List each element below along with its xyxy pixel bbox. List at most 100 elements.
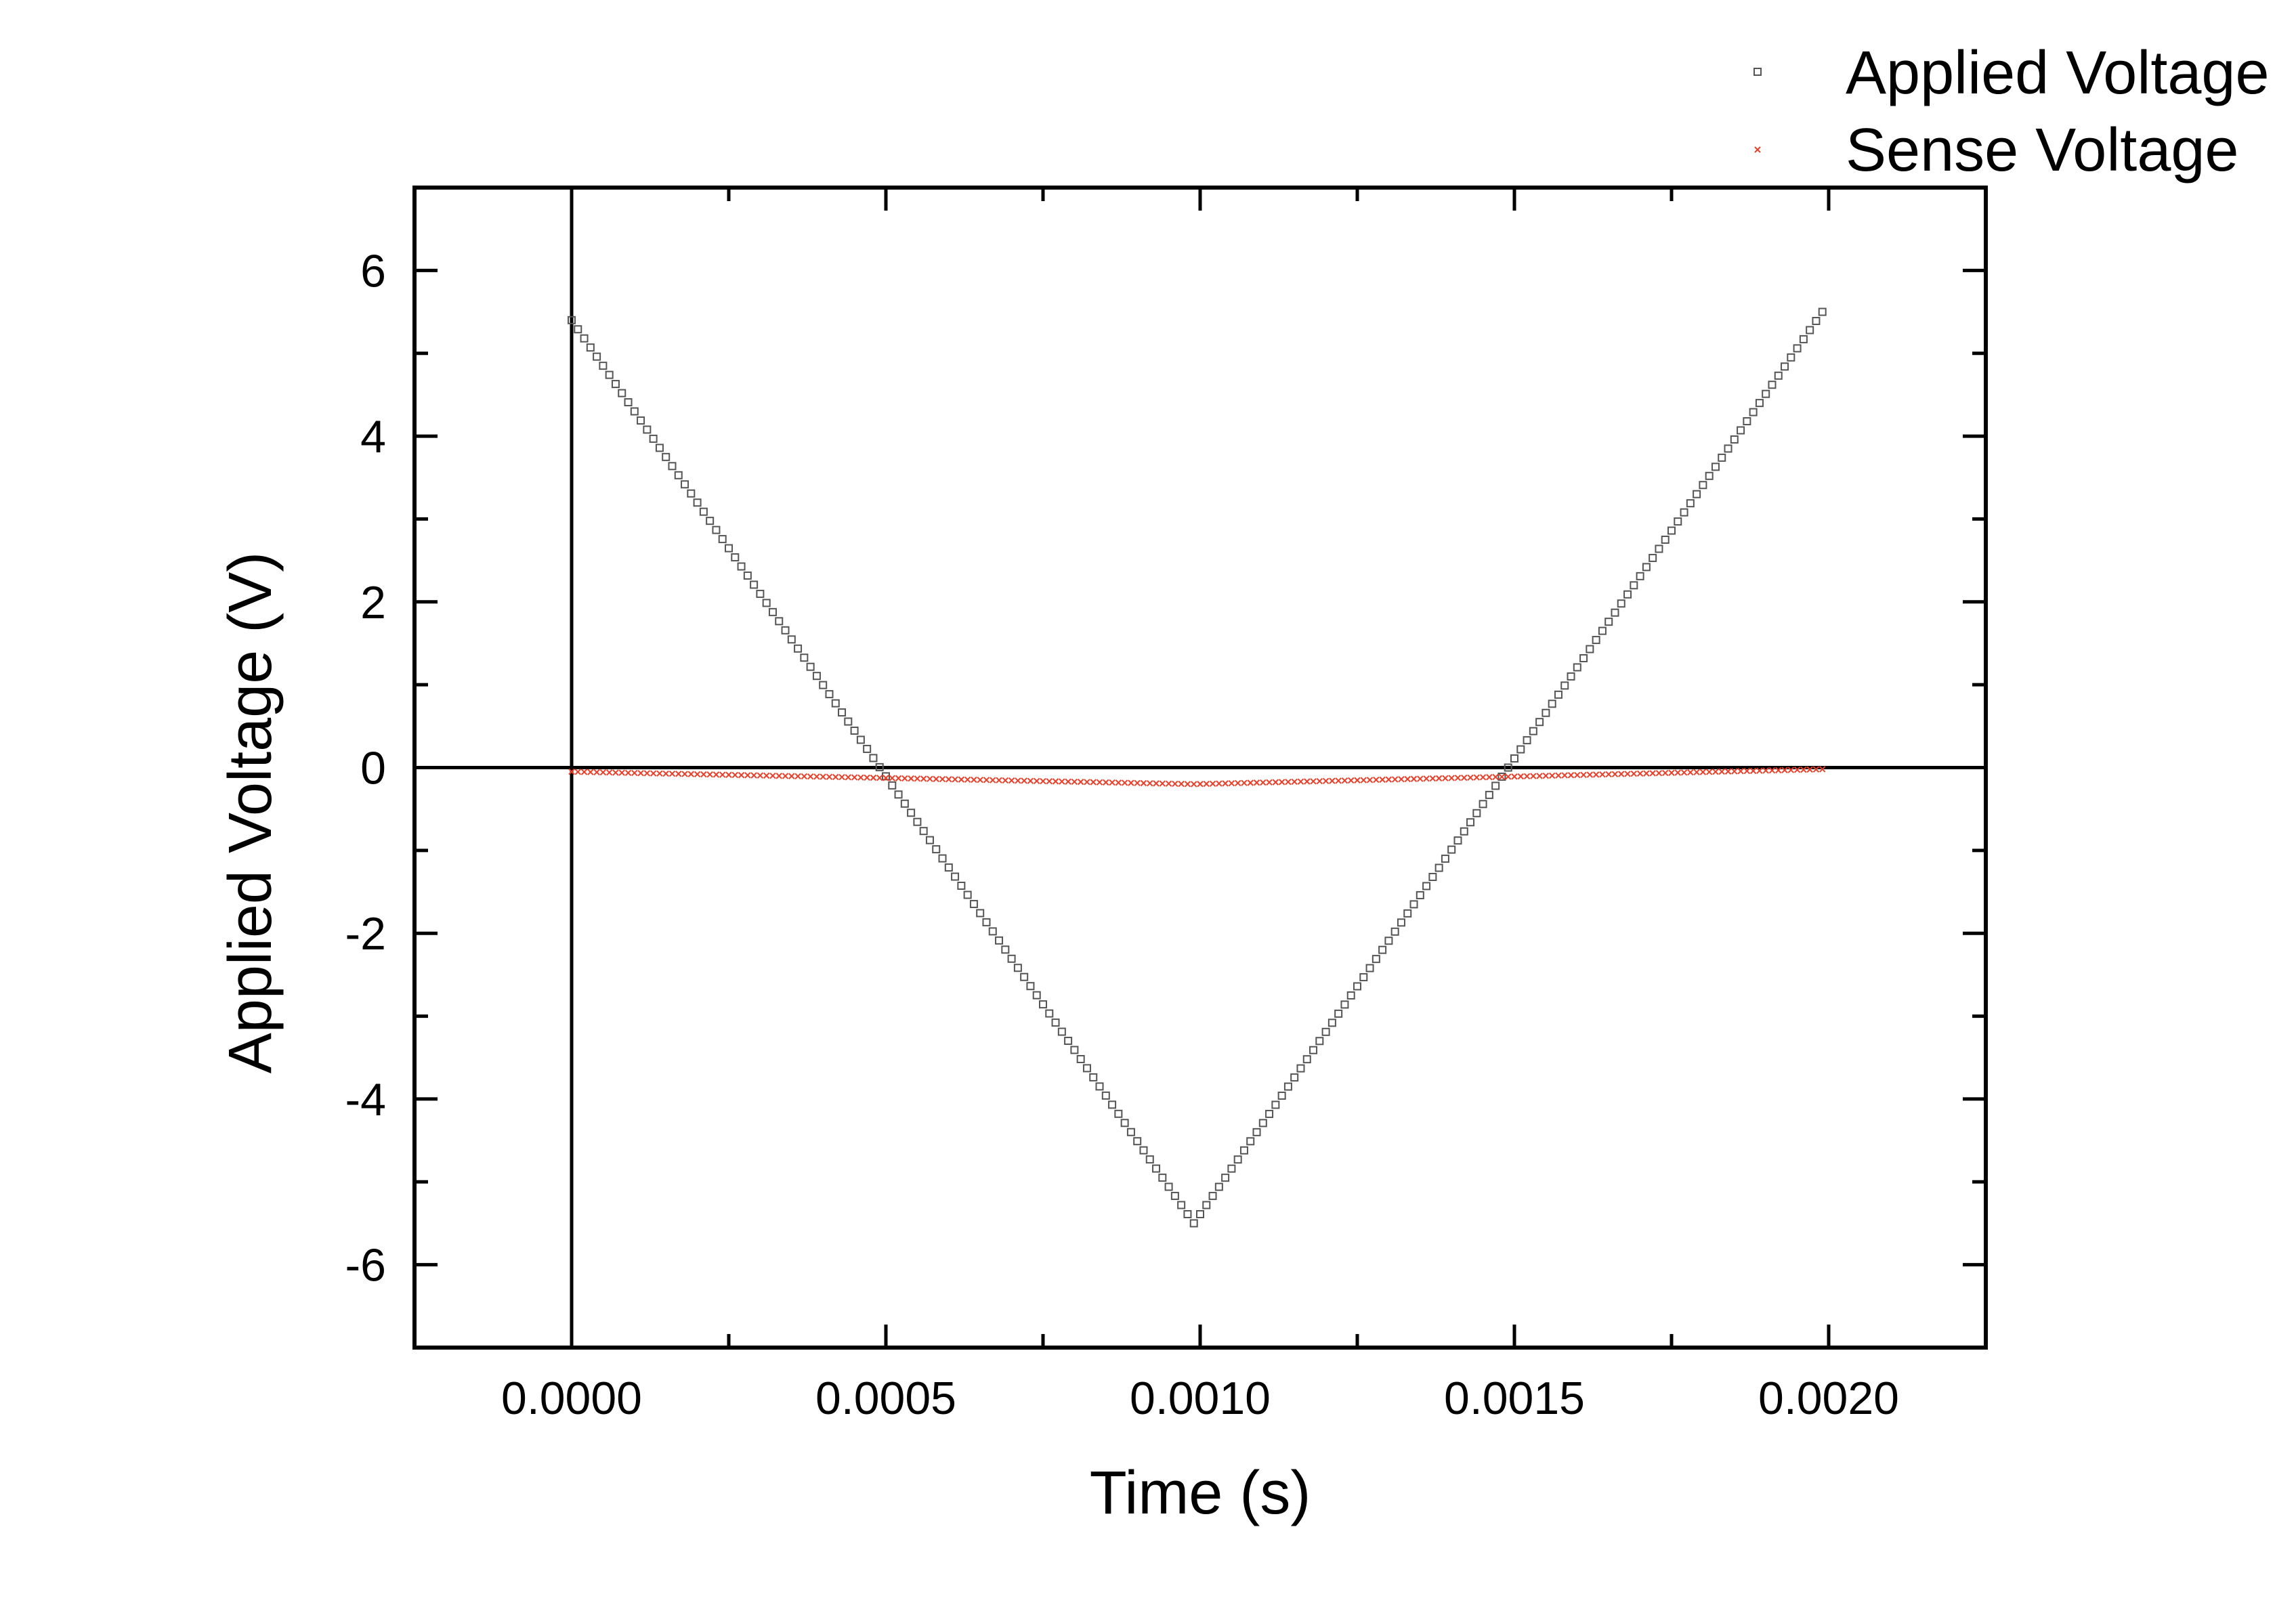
sense-voltage-point — [1297, 778, 1304, 785]
legend-marker-applied-voltage — [1753, 68, 1762, 76]
applied-voltage-point — [982, 918, 991, 926]
applied-voltage-point — [1642, 563, 1651, 572]
applied-voltage-point — [1567, 672, 1575, 681]
y-tick-label: -2 — [345, 908, 386, 960]
applied-voltage-point — [1265, 1109, 1274, 1118]
applied-voltage-point — [1202, 1201, 1211, 1209]
applied-voltage-point — [844, 717, 853, 726]
legend-label-applied-voltage: Applied Voltage — [1846, 39, 2270, 107]
sense-voltage-point — [1272, 779, 1279, 786]
sense-voltage-point — [1410, 775, 1418, 782]
sense-voltage-point — [1548, 772, 1556, 779]
sense-voltage-point — [1398, 775, 1405, 783]
sense-voltage-point — [996, 777, 1002, 783]
sense-voltage-point — [1454, 775, 1462, 781]
sense-voltage-point — [1391, 776, 1399, 783]
applied-voltage-point — [1510, 754, 1518, 763]
applied-voltage-point — [1768, 381, 1777, 389]
applied-voltage-point — [750, 580, 759, 589]
sense-voltage-point — [1523, 773, 1531, 780]
applied-voltage-point — [1560, 681, 1569, 690]
applied-voltage-point — [1007, 954, 1016, 963]
applied-voltage-point — [1617, 599, 1625, 608]
sense-voltage-point — [1561, 772, 1568, 779]
applied-voltage-point — [1491, 781, 1500, 790]
sense-voltage-point — [1209, 780, 1216, 788]
sense-voltage-point — [1052, 778, 1059, 785]
applied-voltage-point — [888, 781, 897, 790]
applied-voltage-point — [838, 708, 847, 717]
applied-voltage-point — [976, 909, 985, 918]
applied-voltage-point — [1277, 1092, 1286, 1100]
applied-voltage-point — [1693, 490, 1701, 498]
sense-voltage-point — [1027, 777, 1034, 784]
sense-voltage-point — [1071, 778, 1078, 786]
sense-voltage-point — [1096, 779, 1103, 786]
applied-voltage-point — [1428, 873, 1437, 882]
applied-voltage-point — [1485, 790, 1493, 799]
sense-voltage-point — [1354, 777, 1361, 783]
sense-voltage-point — [1775, 767, 1782, 774]
applied-voltage-point — [1045, 1009, 1054, 1018]
applied-voltage-point — [674, 471, 683, 479]
sense-voltage-point — [1222, 780, 1229, 787]
sense-voltage-point — [1574, 771, 1581, 779]
applied-voltage-point — [1579, 653, 1588, 662]
sense-voltage-point — [1077, 778, 1084, 786]
applied-voltage-point — [637, 416, 645, 425]
sense-voltage-point — [1040, 777, 1046, 785]
applied-voltage-point — [1258, 1119, 1267, 1127]
sense-voltage-point — [977, 776, 983, 783]
sense-voltage-point — [788, 773, 795, 779]
sense-voltage-point — [1385, 776, 1393, 783]
sense-voltage-point — [574, 769, 581, 775]
sense-voltage-point — [1172, 780, 1178, 788]
applied-voltage-point — [643, 425, 652, 434]
applied-voltage-point — [1523, 736, 1531, 745]
applied-voltage-point — [1623, 590, 1632, 599]
zero-lines — [414, 188, 1986, 1348]
sense-voltage-point — [1197, 781, 1204, 788]
sense-voltage-point — [1121, 779, 1128, 786]
applied-voltage-point — [1730, 435, 1739, 444]
sense-voltage-point — [1008, 777, 1015, 784]
applied-voltage-point — [1321, 1027, 1330, 1036]
applied-voltage-point — [737, 562, 746, 571]
applied-voltage-point — [712, 525, 721, 534]
y-axis-ticks — [414, 268, 1986, 1267]
x-tick-label: 0.0005 — [815, 1373, 956, 1424]
applied-voltage-point — [938, 854, 947, 863]
applied-voltage-point — [1680, 508, 1688, 517]
sense-voltage-point — [637, 769, 644, 777]
sense-voltage-point — [1505, 773, 1512, 780]
sense-voltage-point — [1718, 768, 1725, 775]
applied-voltage-point — [1233, 1155, 1242, 1164]
applied-voltage-point — [1397, 918, 1405, 927]
sense-voltage-point — [1743, 767, 1751, 775]
sense-voltage-point — [631, 769, 638, 777]
x-axis-title: Time (s) — [1090, 1459, 1311, 1527]
applied-voltage-point — [1101, 1091, 1110, 1100]
sense-voltage-point — [1737, 768, 1744, 775]
applied-voltage-point — [1762, 389, 1770, 398]
sense-voltage-point — [700, 771, 707, 778]
sense-voltage-point — [1247, 779, 1254, 786]
sense-voltage-point — [1178, 780, 1185, 788]
sense-voltage-point — [1687, 769, 1694, 776]
series-sense-voltage — [568, 766, 1826, 788]
applied-voltage-point — [831, 699, 840, 708]
applied-voltage-point — [1290, 1073, 1299, 1082]
sense-voltage-point — [1724, 768, 1732, 775]
applied-voltage-point — [1164, 1182, 1173, 1191]
y-tick-label: -6 — [345, 1240, 386, 1291]
applied-voltage-point — [1001, 945, 1010, 954]
sense-voltage-point — [1586, 771, 1594, 778]
sense-voltage-point — [1134, 779, 1141, 787]
sense-voltage-point — [1448, 775, 1455, 781]
sense-voltage-point — [820, 773, 826, 780]
sense-voltage-point — [883, 775, 889, 781]
applied-voltage-point — [1743, 417, 1751, 426]
sense-voltage-point — [1662, 769, 1669, 777]
sense-voltage-point — [1348, 777, 1355, 784]
sense-voltage-point — [933, 775, 939, 783]
